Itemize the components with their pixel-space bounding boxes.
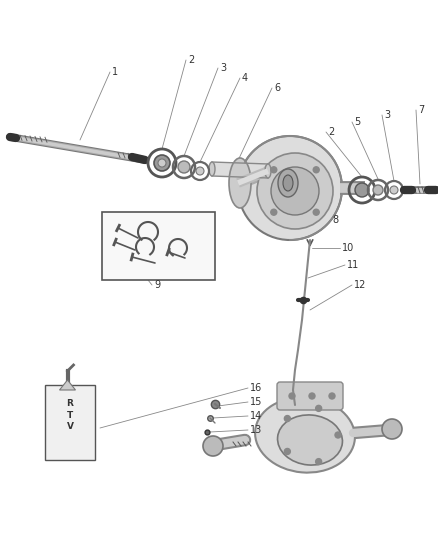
FancyBboxPatch shape — [277, 382, 343, 410]
Text: 5: 5 — [354, 117, 360, 127]
Text: 16: 16 — [250, 383, 262, 393]
Circle shape — [313, 167, 319, 173]
Circle shape — [335, 432, 341, 438]
Circle shape — [196, 167, 204, 175]
Text: 13: 13 — [250, 425, 262, 435]
Circle shape — [373, 185, 383, 195]
Text: 4: 4 — [242, 73, 248, 83]
Bar — [45, 385, 95, 460]
Circle shape — [313, 209, 319, 215]
Text: 3: 3 — [384, 110, 390, 120]
Ellipse shape — [278, 169, 298, 197]
Circle shape — [238, 136, 342, 240]
Circle shape — [257, 153, 333, 229]
Circle shape — [355, 183, 369, 197]
Circle shape — [203, 436, 223, 456]
Circle shape — [316, 406, 321, 411]
Circle shape — [271, 167, 277, 173]
Text: 3: 3 — [220, 63, 226, 73]
Polygon shape — [60, 380, 75, 390]
Ellipse shape — [229, 158, 251, 208]
Circle shape — [154, 155, 170, 171]
Circle shape — [271, 167, 319, 215]
Text: 1: 1 — [112, 67, 118, 77]
Polygon shape — [212, 162, 268, 178]
Ellipse shape — [278, 415, 343, 465]
Circle shape — [289, 393, 295, 399]
Text: 2: 2 — [188, 55, 194, 65]
Circle shape — [329, 393, 335, 399]
Ellipse shape — [265, 164, 271, 178]
Text: 7: 7 — [418, 105, 424, 115]
Text: 6: 6 — [274, 83, 280, 93]
Ellipse shape — [255, 398, 355, 473]
Circle shape — [158, 159, 166, 167]
Text: 15: 15 — [250, 397, 262, 407]
Circle shape — [271, 209, 277, 215]
Text: 12: 12 — [354, 280, 366, 290]
Circle shape — [178, 161, 190, 173]
Bar — [102, 212, 215, 280]
Circle shape — [284, 448, 290, 455]
Circle shape — [284, 416, 290, 422]
Text: 8: 8 — [332, 215, 338, 225]
Text: 9: 9 — [154, 280, 160, 290]
Text: 14: 14 — [250, 411, 262, 421]
Circle shape — [316, 458, 321, 465]
Text: R
T
V: R T V — [67, 399, 74, 431]
Text: 2: 2 — [328, 127, 334, 137]
Circle shape — [382, 419, 402, 439]
Ellipse shape — [283, 175, 293, 191]
Circle shape — [309, 393, 315, 399]
Circle shape — [390, 186, 398, 194]
Ellipse shape — [209, 162, 215, 176]
Text: 11: 11 — [347, 260, 359, 270]
Text: 10: 10 — [342, 243, 354, 253]
